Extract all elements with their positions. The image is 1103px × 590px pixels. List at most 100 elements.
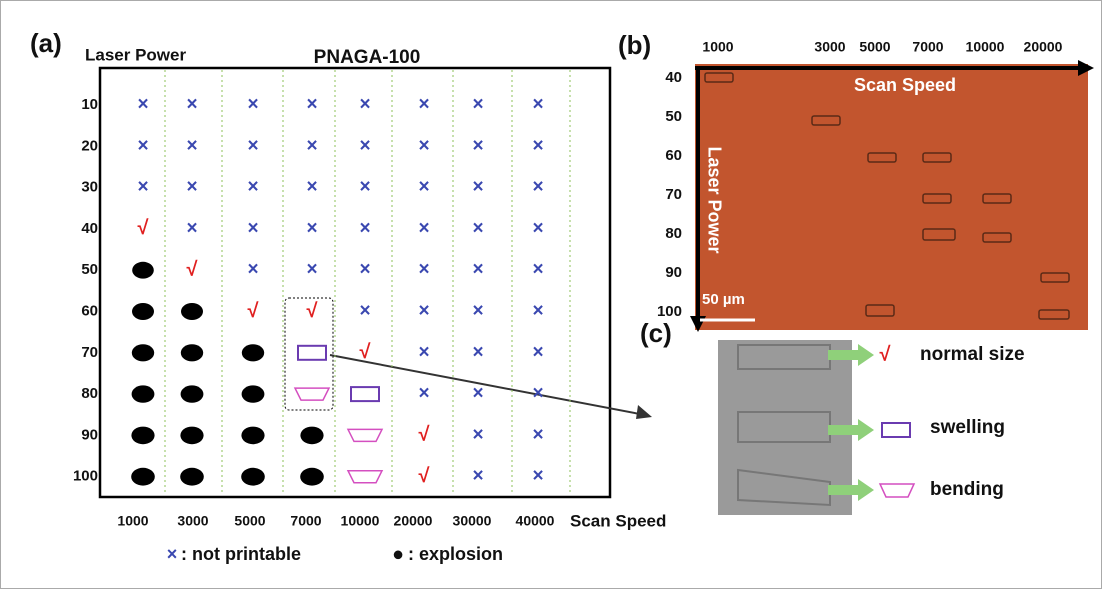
row-label: 90 bbox=[665, 264, 682, 281]
cross-mark: × bbox=[532, 424, 543, 445]
cross-mark: × bbox=[418, 301, 429, 322]
cross-mark: × bbox=[472, 301, 483, 322]
cross-mark: × bbox=[186, 218, 197, 239]
column-label: 20000 bbox=[394, 513, 433, 529]
cross-mark: × bbox=[532, 342, 543, 363]
cross-mark: × bbox=[532, 218, 543, 239]
cross-mark: × bbox=[418, 259, 429, 280]
row-label: 50 bbox=[665, 108, 682, 125]
bending-icon bbox=[880, 484, 914, 497]
cross-mark: × bbox=[418, 383, 429, 404]
y-axis-title: Laser Power bbox=[85, 45, 186, 64]
row-label: 80 bbox=[81, 385, 98, 402]
cross-mark: × bbox=[306, 177, 317, 198]
column-label: 7000 bbox=[290, 513, 321, 529]
check-mark: √ bbox=[187, 258, 199, 280]
explosion-dot bbox=[180, 468, 204, 486]
row-label: 60 bbox=[81, 302, 98, 319]
cross-mark: × bbox=[472, 383, 483, 404]
cross-mark: × bbox=[472, 424, 483, 445]
check-mark: √ bbox=[307, 300, 319, 322]
column-label: 1000 bbox=[702, 39, 733, 55]
column-label: 20000 bbox=[1024, 39, 1063, 55]
cross-mark: × bbox=[247, 259, 258, 280]
bending-icon bbox=[295, 388, 329, 400]
cross-mark: × bbox=[137, 177, 148, 198]
explosion-dot bbox=[242, 385, 265, 402]
explosion-dot bbox=[181, 385, 204, 402]
cross-mark: × bbox=[247, 94, 258, 115]
panel-label: (a) bbox=[30, 28, 62, 58]
legend-symbol: ● bbox=[392, 543, 404, 565]
column-label: 5000 bbox=[234, 513, 265, 529]
column-label: 40000 bbox=[516, 513, 555, 529]
row-label: 10 bbox=[81, 96, 98, 113]
cross-mark: × bbox=[359, 259, 370, 280]
cross-mark: × bbox=[306, 218, 317, 239]
row-label: 60 bbox=[665, 147, 682, 164]
figure: (a) Laser Power PNAGA-100 Scan Speed (b)… bbox=[0, 0, 1103, 590]
cross-mark: × bbox=[472, 218, 483, 239]
legend-label: : not printable bbox=[181, 544, 301, 564]
bending-icon bbox=[348, 429, 382, 441]
row-label: 100 bbox=[657, 303, 682, 320]
panel-label: (c) bbox=[640, 318, 672, 348]
cross-mark: × bbox=[532, 259, 543, 280]
row-label: 50 bbox=[81, 261, 98, 278]
row-label: 100 bbox=[73, 468, 98, 485]
check-symbol: √ bbox=[880, 343, 892, 365]
explosion-dot bbox=[131, 468, 155, 486]
explosion-dot bbox=[132, 344, 154, 361]
cross-mark: × bbox=[247, 135, 258, 156]
cross-mark: × bbox=[418, 342, 429, 363]
cross-mark: × bbox=[359, 94, 370, 115]
explosion-dot bbox=[300, 468, 324, 486]
column-label: 5000 bbox=[859, 39, 890, 55]
cross-mark: × bbox=[359, 177, 370, 198]
x-axis-title: Scan Speed bbox=[570, 511, 666, 530]
column-label: 3000 bbox=[814, 39, 845, 55]
column-label: 30000 bbox=[453, 513, 492, 529]
cross-mark: × bbox=[472, 342, 483, 363]
bending-icon bbox=[348, 471, 382, 483]
swelling-icon bbox=[882, 423, 910, 437]
cross-mark: × bbox=[306, 259, 317, 280]
pointer-arrow bbox=[330, 355, 645, 415]
cross-mark: × bbox=[359, 135, 370, 156]
cross-mark: × bbox=[306, 135, 317, 156]
cross-mark: × bbox=[137, 94, 148, 115]
cross-mark: × bbox=[472, 466, 483, 487]
cross-mark: × bbox=[532, 301, 543, 322]
cross-mark: × bbox=[359, 218, 370, 239]
cross-mark: × bbox=[532, 177, 543, 198]
explosion-dot bbox=[181, 303, 203, 320]
row-label: 80 bbox=[665, 225, 682, 242]
cross-mark: × bbox=[532, 466, 543, 487]
panel-label: (b) bbox=[618, 30, 651, 60]
legend-label: normal size bbox=[920, 344, 1025, 365]
cross-mark: × bbox=[186, 135, 197, 156]
explosion-dot bbox=[181, 344, 203, 361]
cross-mark: × bbox=[186, 177, 197, 198]
cross-mark: × bbox=[418, 218, 429, 239]
cross-mark: × bbox=[532, 135, 543, 156]
explosion-dot bbox=[241, 427, 264, 445]
chart-title: PNAGA-100 bbox=[314, 47, 421, 68]
explosion-dot bbox=[180, 427, 203, 445]
legend-label: : explosion bbox=[408, 544, 503, 564]
row-label: 70 bbox=[665, 186, 682, 203]
column-label: 10000 bbox=[341, 513, 380, 529]
cross-mark: × bbox=[418, 177, 429, 198]
row-label: 40 bbox=[665, 69, 682, 86]
swelling-icon bbox=[351, 387, 379, 401]
x-axis-title: Scan Speed bbox=[854, 75, 956, 95]
y-axis-title: Laser Power bbox=[704, 146, 724, 253]
cross-mark: × bbox=[418, 94, 429, 115]
cross-mark: × bbox=[359, 301, 370, 322]
cross-mark: × bbox=[472, 135, 483, 156]
explosion-dot bbox=[132, 303, 154, 320]
explosion-dot bbox=[300, 427, 323, 445]
legend-symbol: × bbox=[167, 544, 178, 564]
micrograph bbox=[695, 64, 1088, 330]
cross-mark: × bbox=[532, 94, 543, 115]
